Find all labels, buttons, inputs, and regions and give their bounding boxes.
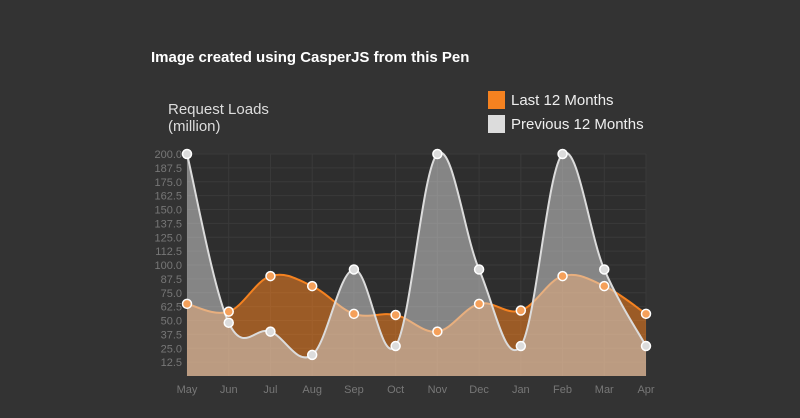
x-tick-label: Jun: [220, 384, 238, 396]
data-point-previous-12-months: [349, 265, 358, 274]
x-tick-label: Nov: [428, 384, 448, 396]
data-point-previous-12-months: [391, 342, 400, 351]
data-point-previous-12-months: [475, 265, 484, 274]
y-tick-label: 125.0: [154, 232, 182, 244]
data-point-last-12-months: [475, 299, 484, 308]
data-point-previous-12-months: [266, 327, 275, 336]
y-tick-label: 37.5: [161, 329, 182, 341]
x-tick-label: Apr: [637, 384, 654, 396]
y-tick-label: 200.0: [154, 149, 182, 161]
x-tick-label: Jan: [512, 384, 530, 396]
y-tick-label: 75.0: [161, 288, 182, 300]
data-point-previous-12-months: [642, 342, 651, 351]
x-axis-ticks: May Jun Jul Aug Sep Oct Nov Dec Jan Feb Mar Apr: [177, 384, 655, 396]
data-point-last-12-months: [558, 272, 567, 281]
x-tick-label: Jul: [263, 384, 277, 396]
y-axis-ticks: 12.5 25.0 37.550.0 62.5 75.0 87.5 100.0 112.5 12…: [154, 149, 182, 369]
data-point-last-12-months: [349, 309, 358, 318]
data-point-last-12-months: [642, 309, 651, 318]
y-tick-label: 175.0: [154, 177, 182, 189]
y-tick-label: 150.0: [154, 205, 182, 217]
data-point-previous-12-months: [516, 342, 525, 351]
y-tick-label: 162.5: [154, 191, 182, 203]
x-tick-label: Aug: [302, 384, 322, 396]
data-point-previous-12-months: [224, 318, 233, 327]
data-point-previous-12-months: [183, 150, 192, 159]
y-tick-label: 187.5: [154, 163, 182, 175]
data-point-last-12-months: [224, 307, 233, 316]
y-tick-label: 112.5: [155, 246, 182, 258]
data-point-last-12-months: [391, 310, 400, 319]
y-tick-label: 137.5: [154, 218, 182, 230]
x-tick-label: May: [177, 384, 198, 396]
x-tick-label: Oct: [387, 384, 404, 396]
x-tick-label: Dec: [469, 384, 489, 396]
data-point-last-12-months: [308, 282, 317, 291]
y-tick-label: 87.5: [161, 274, 182, 286]
data-point-previous-12-months: [308, 350, 317, 359]
data-point-previous-12-months: [433, 150, 442, 159]
x-tick-label: Mar: [595, 384, 614, 396]
data-point-last-12-months: [433, 327, 442, 336]
y-tick-label: 62.5: [161, 302, 182, 314]
data-point-last-12-months: [266, 272, 275, 281]
data-point-last-12-months: [600, 282, 609, 291]
data-point-last-12-months: [516, 306, 525, 315]
data-point-previous-12-months: [600, 265, 609, 274]
x-tick-label: Sep: [344, 384, 364, 396]
data-point-last-12-months: [183, 299, 192, 308]
y-tick-label: 50.0: [161, 316, 182, 328]
data-point-previous-12-months: [558, 150, 567, 159]
y-tick-label: 100.0: [154, 260, 182, 272]
y-tick-label: 12.5: [161, 357, 182, 369]
x-tick-label: Feb: [553, 384, 572, 396]
y-tick-label: 25.0: [161, 343, 182, 355]
